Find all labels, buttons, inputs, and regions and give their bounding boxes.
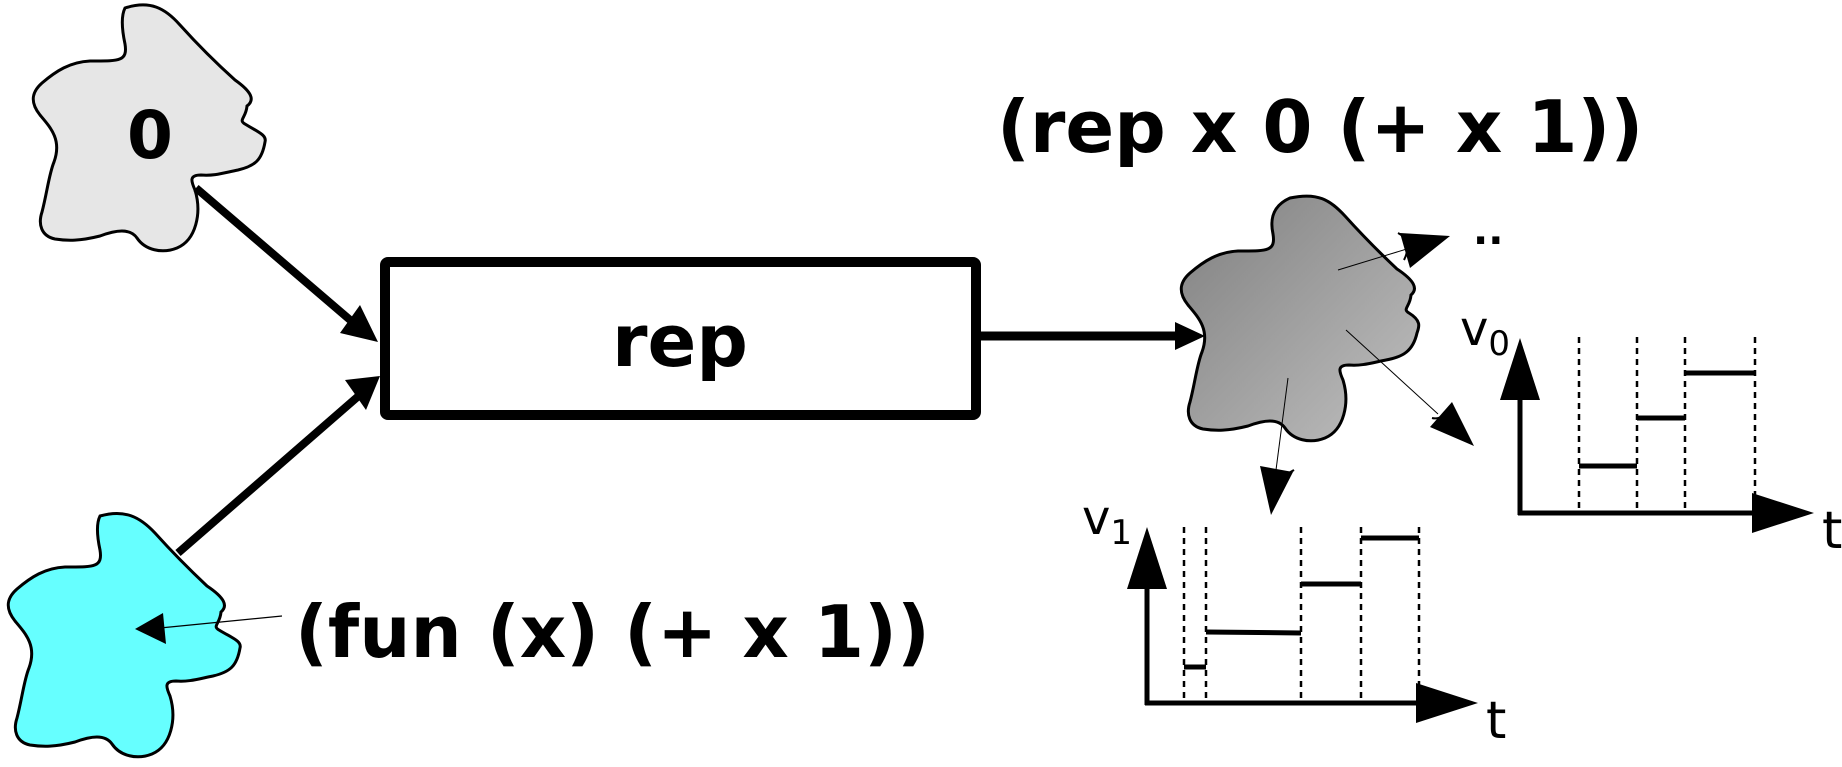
plot-v1-y-label-main: v <box>1082 490 1110 546</box>
rep-operator-box: rep <box>380 257 981 420</box>
plot-v0-y-label: v0 <box>1460 301 1510 364</box>
plot-v0: v0 t <box>1460 301 1842 561</box>
plot-v0-x-label: t <box>1822 501 1842 561</box>
plot-v1-y-label-sub: 1 <box>1110 513 1132 553</box>
rep-expression-label: (rep x 0 (+ x 1)) <box>997 85 1643 169</box>
result-pointer-right-head <box>1430 402 1474 446</box>
rep-box-frame <box>380 257 981 420</box>
result-blob-shape <box>1179 194 1421 443</box>
plot-v1-y-arrowhead <box>1127 527 1167 589</box>
result-pointer-top-line <box>1337 247 1411 271</box>
result-pointer-right-line <box>1345 329 1439 415</box>
function-blob <box>6 511 283 759</box>
zero-blob-label: 0 <box>127 97 173 174</box>
fun-blob-shape <box>6 511 242 759</box>
zero-value-blob: 0 <box>31 3 267 253</box>
plot-v1-x-label: t <box>1486 691 1506 751</box>
plot-v0-y-label-main: v <box>1460 301 1488 357</box>
result-pointer-down-head <box>1260 466 1293 515</box>
arrow-fun-to-rep <box>175 376 380 557</box>
fun-blob-pointer-line <box>159 615 283 629</box>
plot-v1: v1 t <box>1082 490 1506 751</box>
result-pointer-down-line <box>1275 377 1289 471</box>
rep-box-label: rep <box>612 299 748 383</box>
arrow-zero-to-rep <box>193 184 378 342</box>
result-pointer-top-head <box>1400 233 1450 268</box>
plot-v0-y-label-sub: 0 <box>1488 324 1510 364</box>
fun-blob-pointer-head <box>135 613 166 644</box>
fun-expression-label: (fun (x) (+ x 1)) <box>295 590 930 674</box>
arrow-rep-to-result <box>981 322 1205 350</box>
plot-v0-x-arrowhead <box>1752 493 1814 533</box>
ellipsis-label: .. <box>1473 208 1503 254</box>
plot-v1-step-2 <box>1205 629 1302 636</box>
plot-v1-y-label: v1 <box>1082 490 1132 553</box>
plot-v0-y-arrowhead <box>1500 338 1540 400</box>
plot-v1-x-arrowhead <box>1416 683 1478 723</box>
zero-blob-shape <box>31 3 267 253</box>
result-stream-blob <box>1179 194 1474 515</box>
